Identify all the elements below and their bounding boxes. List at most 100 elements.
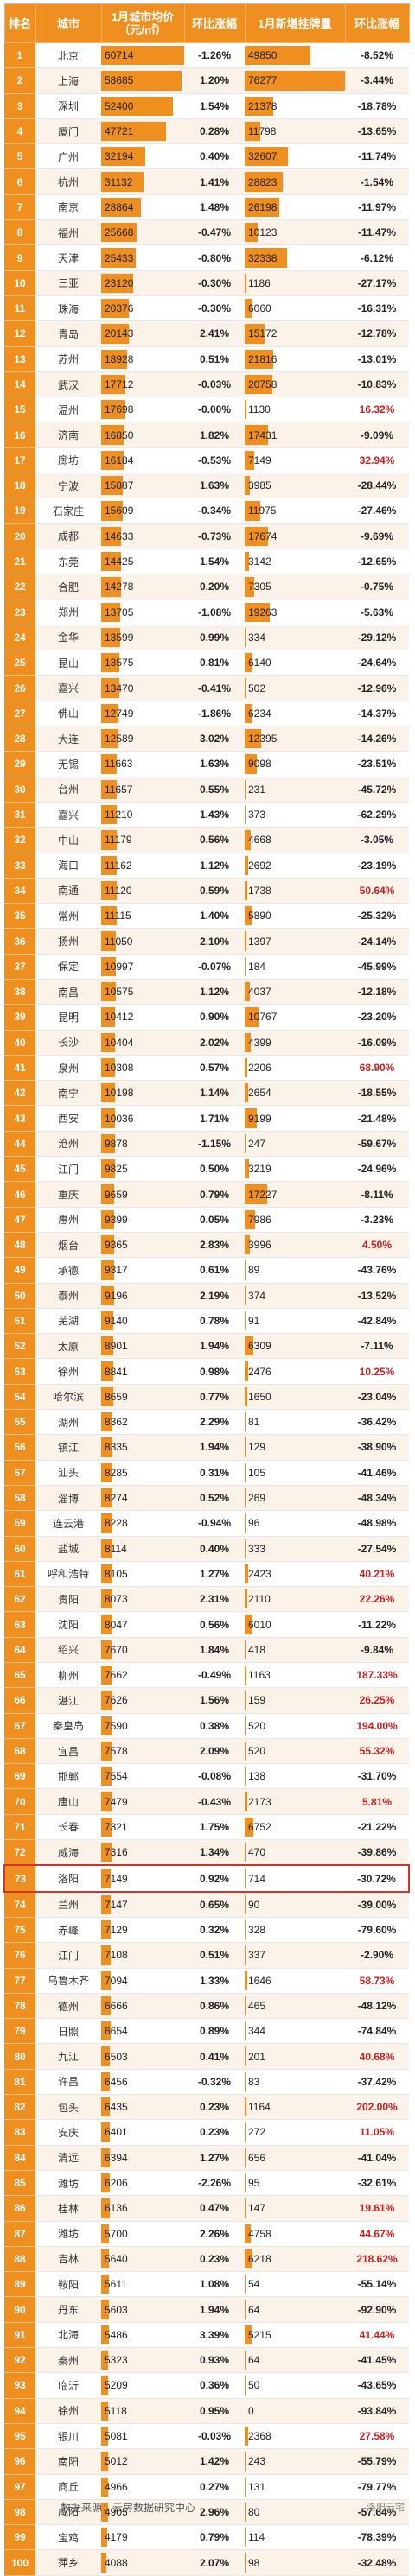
price-change-cell: 2.41% xyxy=(184,321,245,346)
price-cell: 10997 xyxy=(101,954,184,979)
listings-value: 6140 xyxy=(245,657,271,669)
rank-cell: 96 xyxy=(4,2449,35,2474)
listings-value: 91 xyxy=(245,1315,259,1327)
listings-value: 1646 xyxy=(245,1975,271,1987)
listings-cell: 502 xyxy=(245,676,345,701)
rank-cell: 18 xyxy=(4,473,35,498)
rank-cell: 87 xyxy=(4,2221,35,2246)
listings-cell: 1164 xyxy=(245,2095,345,2120)
listings-value: 9199 xyxy=(245,1113,271,1125)
listings-change-cell: -79.60% xyxy=(345,1917,409,1942)
listings-value: 7986 xyxy=(245,1214,271,1226)
listings-change-cell: -16.31% xyxy=(345,295,409,320)
price-change-cell: 1.08% xyxy=(184,2272,245,2297)
listings-cell: 49850 xyxy=(245,43,345,68)
price-cell: 5603 xyxy=(101,2297,184,2322)
listings-cell: 6060 xyxy=(245,295,345,320)
price-change-cell: 1.42% xyxy=(184,2449,245,2474)
listings-change-cell: -38.90% xyxy=(345,1435,409,1460)
city-cell: 秦皇岛 xyxy=(35,1713,101,1738)
price-change-cell: -0.32% xyxy=(184,2069,245,2094)
listings-change-cell: 202.00% xyxy=(345,2095,409,2120)
listings-cell: 4758 xyxy=(245,2221,345,2246)
listings-cell: 272 xyxy=(245,2120,345,2145)
listings-cell: 17674 xyxy=(245,523,345,549)
rank-cell: 57 xyxy=(4,1460,35,1485)
rank-cell: 94 xyxy=(4,2398,35,2423)
price-cell: 32194 xyxy=(101,144,184,169)
price-value: 6206 xyxy=(101,2177,128,2189)
price-change-cell: 0.40% xyxy=(184,144,245,169)
listings-value: 4758 xyxy=(245,2228,271,2240)
listings-cell: 2476 xyxy=(245,1359,345,1384)
listings-cell: 520 xyxy=(245,1713,345,1738)
price-cell: 6136 xyxy=(101,2196,184,2221)
listings-change-cell: -25.32% xyxy=(345,904,409,929)
listings-value: 7149 xyxy=(245,454,271,466)
price-change-cell: 1.56% xyxy=(184,1688,245,1713)
listings-cell: 95 xyxy=(245,2170,345,2195)
rank-cell: 4 xyxy=(4,118,35,143)
price-change-cell: 0.99% xyxy=(184,625,245,650)
listings-change-cell: -48.12% xyxy=(345,1993,409,2018)
city-cell: 海口 xyxy=(35,853,101,878)
listings-cell: 15172 xyxy=(245,321,345,346)
listings-cell: 81 xyxy=(245,1410,345,1435)
listings-change-cell: -45.99% xyxy=(345,954,409,979)
price-cell: 20376 xyxy=(101,295,184,320)
listings-change-cell: 22.26% xyxy=(345,1587,409,1612)
price-cell: 8841 xyxy=(101,1359,184,1384)
price-cell: 58685 xyxy=(101,68,184,93)
price-change-cell: -0.34% xyxy=(184,498,245,523)
price-value: 10308 xyxy=(101,1062,133,1074)
city-cell: 武汉 xyxy=(35,371,101,397)
listings-change-cell: -8.11% xyxy=(345,1182,409,1207)
listings-cell: 656 xyxy=(245,2145,345,2170)
price-cell: 7129 xyxy=(101,1917,184,1942)
rank-cell: 45 xyxy=(4,1157,35,1182)
price-cell: 10575 xyxy=(101,979,184,1004)
rank-cell: 62 xyxy=(4,1587,35,1612)
price-value: 6435 xyxy=(101,2101,128,2113)
listings-change-cell: -23.04% xyxy=(345,1384,409,1409)
price-value: 23120 xyxy=(101,277,133,289)
listings-cell: 2368 xyxy=(245,2423,345,2448)
listings-cell: 7149 xyxy=(245,447,345,473)
city-cell: 淄博 xyxy=(35,1485,101,1510)
listings-cell: 6010 xyxy=(245,1612,345,1637)
price-change-cell: 1.54% xyxy=(184,549,245,574)
listings-change-cell: -6.12% xyxy=(345,245,409,270)
listings-change-cell: -11.74% xyxy=(345,144,409,169)
price-value: 11115 xyxy=(101,910,131,922)
listings-cell: 374 xyxy=(245,1283,345,1308)
price-value: 7590 xyxy=(101,1720,128,1732)
city-cell: 汕头 xyxy=(35,1460,101,1485)
price-change-cell: 0.81% xyxy=(184,650,245,676)
listings-value: 90 xyxy=(245,1899,259,1911)
city-cell: 南宁 xyxy=(35,1081,101,1106)
city-cell: 清远 xyxy=(35,2145,101,2170)
listings-value: 520 xyxy=(245,1720,265,1732)
listings-value: 6010 xyxy=(245,1619,271,1631)
price-cell: 8114 xyxy=(101,1536,184,1561)
listings-value: 0 xyxy=(245,2405,254,2417)
listings-change-cell: 27.58% xyxy=(345,2423,409,2448)
price-change-cell: 0.92% xyxy=(184,1865,245,1891)
listings-value: 373 xyxy=(245,809,265,821)
price-change-cell: 0.20% xyxy=(184,574,245,600)
price-value: 11210 xyxy=(101,809,132,821)
